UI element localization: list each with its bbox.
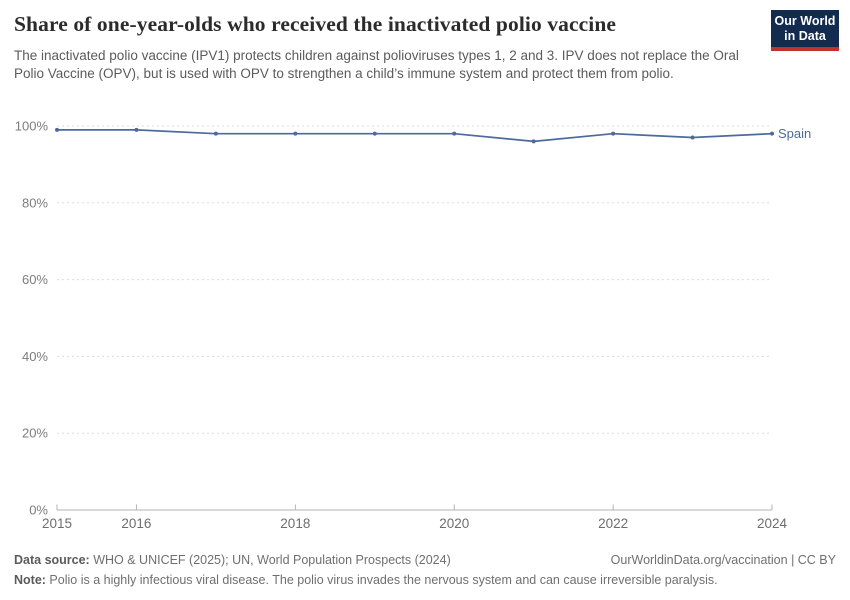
data-point xyxy=(531,139,536,144)
y-tick-label: 40% xyxy=(22,349,48,364)
owid-logo: Our World in Data xyxy=(771,10,839,51)
y-tick-label: 20% xyxy=(22,426,48,441)
page-title: Share of one-year-olds who received the … xyxy=(14,12,617,36)
x-tick-label: 2018 xyxy=(280,516,310,531)
y-tick-label: 100% xyxy=(15,119,49,134)
y-tick-label: 0% xyxy=(29,503,48,518)
data-point xyxy=(55,127,59,132)
data-source-label: Data source: xyxy=(14,553,90,567)
logo-line-1: Our World xyxy=(774,14,836,28)
data-point xyxy=(452,131,457,136)
logo-line-2: in Data xyxy=(784,29,826,43)
data-point xyxy=(213,131,218,136)
data-point xyxy=(293,131,298,136)
series-label: Spain xyxy=(778,126,811,141)
data-point xyxy=(690,135,695,140)
data-point xyxy=(611,131,616,136)
x-tick-label: 2024 xyxy=(757,516,788,531)
x-tick-label: 2015 xyxy=(42,516,72,531)
series-line-spain xyxy=(57,128,773,143)
data-point xyxy=(134,127,139,132)
data-source-text: WHO & UNICEF (2025); UN, World Populatio… xyxy=(89,553,451,567)
x-tick-label: 2022 xyxy=(598,516,628,531)
data-point xyxy=(372,131,377,136)
note-text: Polio is a highly infectious viral disea… xyxy=(45,573,718,587)
attribution-text: OurWorldinData.org/vaccination | CC BY xyxy=(610,553,836,567)
data-point xyxy=(770,131,774,136)
chart-header: Share of one-year-olds who received the … xyxy=(14,12,764,82)
note-label: Note: xyxy=(14,573,46,587)
chart-footer: Data source: WHO & UNICEF (2025); UN, Wo… xyxy=(14,550,836,590)
y-tick-label: 80% xyxy=(22,195,48,210)
x-tick-label: 2016 xyxy=(121,516,151,531)
chart-subtitle: The inactivated polio vaccine (IPV1) pro… xyxy=(14,48,739,81)
y-tick-label: 60% xyxy=(22,272,48,287)
data-source-line: Data source: WHO & UNICEF (2025); UN, Wo… xyxy=(14,550,451,570)
x-tick-label: 2020 xyxy=(439,516,469,531)
